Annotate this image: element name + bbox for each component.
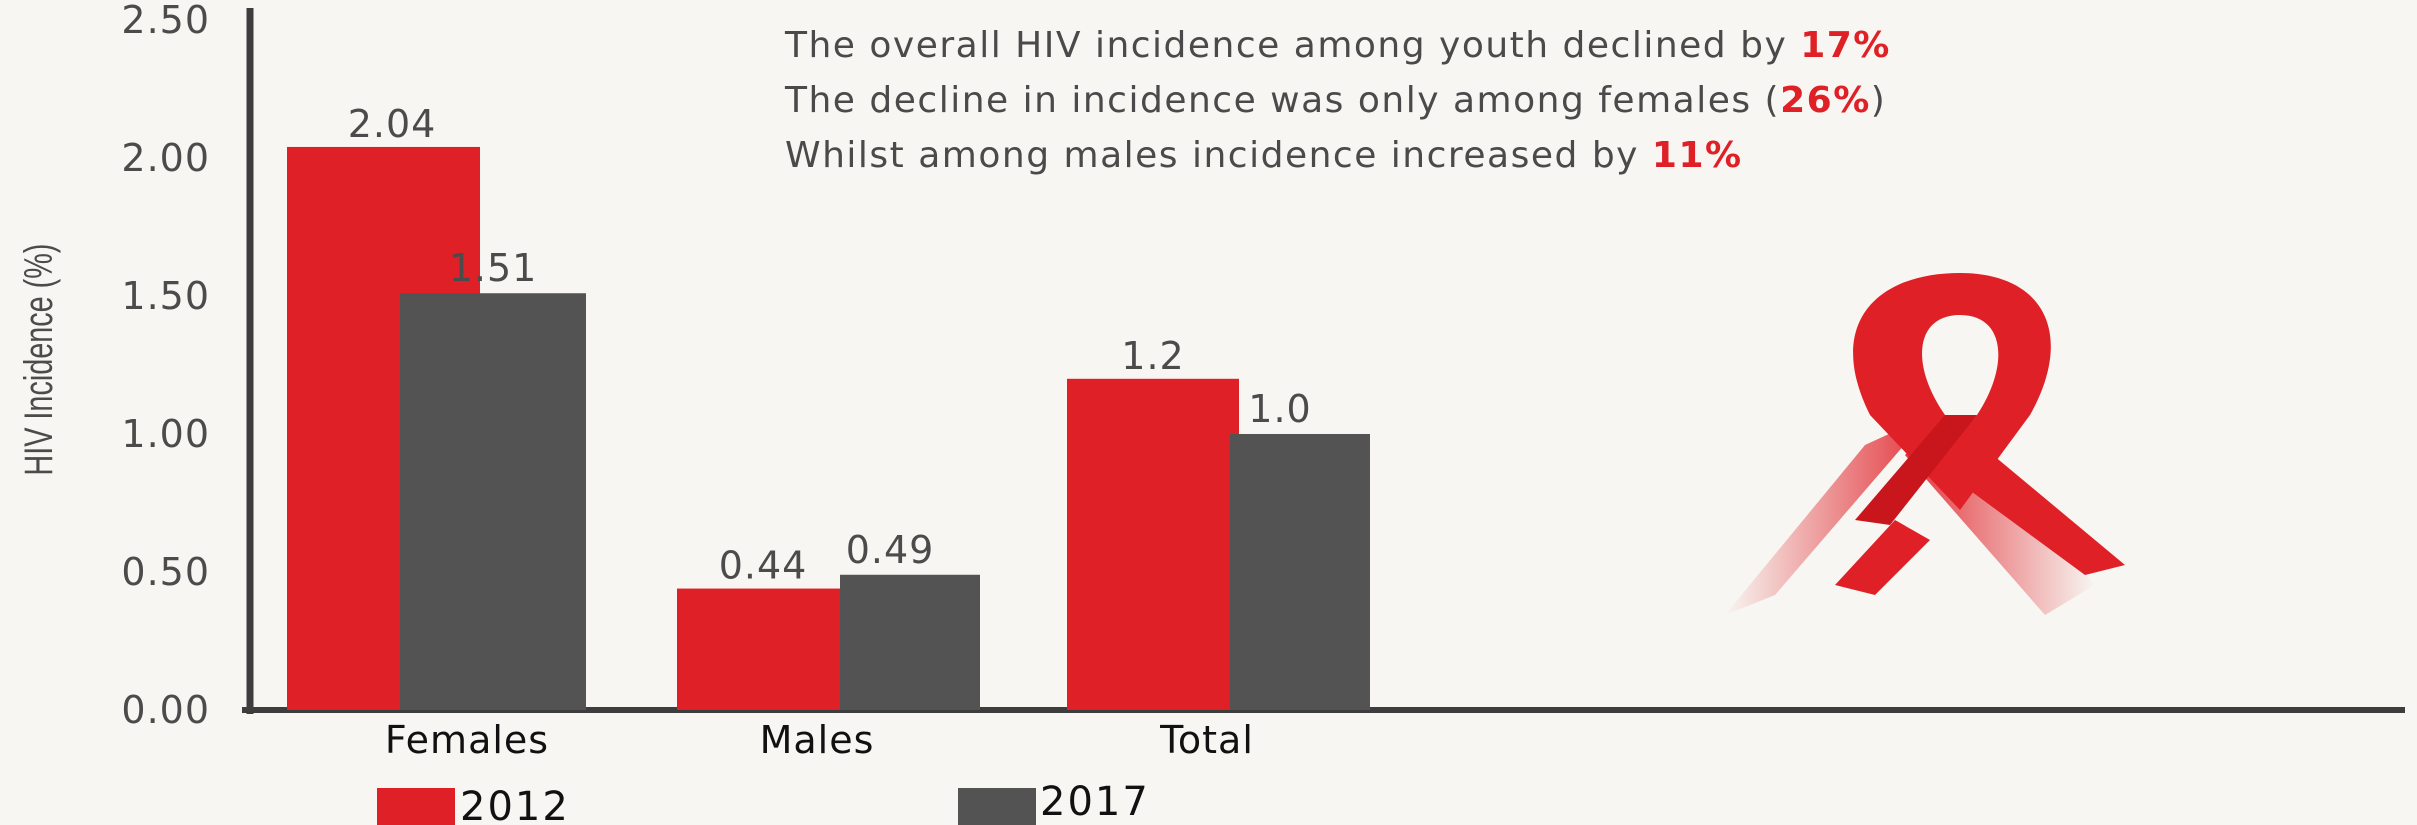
y-tick-label: 1.50: [121, 274, 210, 318]
bar-2017-females: [400, 293, 586, 710]
data-label-2017: 1.0: [1248, 387, 1311, 431]
data-label-2012: 1.2: [1121, 334, 1184, 378]
y-tick-label: 0.00: [121, 688, 210, 732]
y-tick-label: 2.50: [121, 0, 210, 42]
aids-awareness-ribbon-icon: [1725, 273, 2125, 615]
y-axis-label: HIV Incidence (%): [16, 244, 61, 476]
data-label-2012: 2.04: [348, 102, 437, 146]
x-tick-label: Females: [385, 718, 549, 762]
legend-label-2012: 2012: [460, 784, 570, 825]
note-line-2: The decline in incidence was only among …: [785, 80, 1887, 121]
annotation-notes: The overall HIV incidence among youth de…: [785, 18, 1891, 183]
bar-2012-total: [1067, 378, 1239, 710]
data-label-2017: 0.49: [846, 528, 935, 572]
data-label-2012: 0.44: [719, 544, 808, 588]
y-tick-label: 0.50: [121, 550, 210, 594]
y-tick-label: 1.00: [121, 412, 210, 456]
legend-swatch-2012: [377, 788, 455, 825]
legend-swatch-2017: [958, 788, 1036, 825]
data-label-2017: 1.51: [449, 246, 538, 290]
x-tick-label: Total: [1159, 718, 1254, 762]
y-tick-label: 2.00: [121, 136, 210, 180]
note-line-3: Whilst among males incidence increased b…: [785, 135, 1743, 176]
legend-label-2017: 2017: [1040, 779, 1150, 825]
bar-2017-total: [1230, 434, 1370, 710]
bar-2012-males: [677, 588, 849, 710]
x-tick-label: Males: [760, 718, 875, 762]
note-line-1: The overall HIV incidence among youth de…: [785, 25, 1891, 66]
bar-2017-males: [840, 574, 980, 710]
